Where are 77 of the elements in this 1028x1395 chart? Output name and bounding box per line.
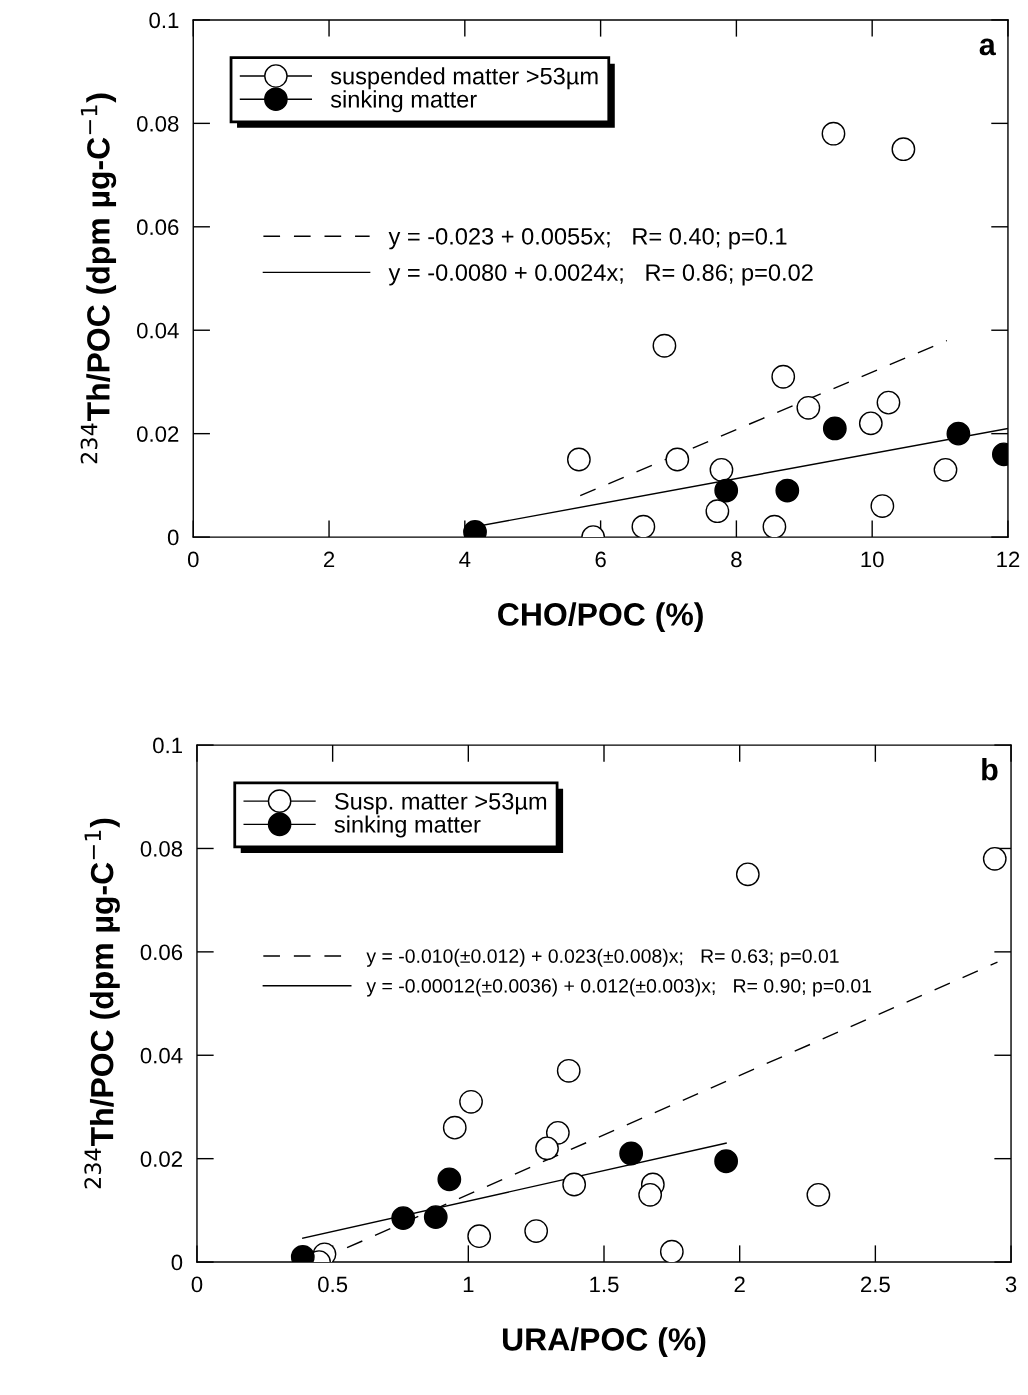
y-axis-title: $^{234}$Th/POC (dpm µg-C$^{−1}$) xyxy=(80,93,117,464)
point xyxy=(442,1115,467,1140)
y-tick-label: 0 xyxy=(167,529,179,546)
point xyxy=(619,1141,644,1166)
x-tick-label: 0.5 xyxy=(318,1276,348,1293)
point xyxy=(876,390,901,415)
x-tick-label: 1 xyxy=(463,1276,474,1293)
legend-label: y = -0.023 + 0.0055x; R= 0.40; p=0.1 xyxy=(388,227,787,250)
point xyxy=(806,1182,831,1207)
y-tick-label: 0.02 xyxy=(140,1151,182,1167)
y-tick-label: 0.04 xyxy=(140,1047,183,1064)
point xyxy=(665,447,690,472)
point xyxy=(891,137,916,162)
point xyxy=(771,364,796,389)
y-tick-label: 0.04 xyxy=(137,322,179,339)
point xyxy=(638,1182,663,1207)
x-tick-label: 10 xyxy=(861,551,884,568)
annotation: b xyxy=(982,757,998,781)
point xyxy=(982,846,1007,871)
point xyxy=(796,395,821,420)
point xyxy=(933,457,958,482)
point xyxy=(545,1120,570,1145)
y-tick-label: 0.1 xyxy=(153,737,182,754)
legend-label: sinking matter xyxy=(330,90,477,113)
point xyxy=(870,494,895,518)
y-tick-label: 0 xyxy=(171,1254,183,1271)
x-tick-label: 8 xyxy=(731,551,742,568)
y-tick-label: 0.08 xyxy=(137,115,179,132)
x-tick-label: 6 xyxy=(595,551,606,568)
x-tick-label: 2.5 xyxy=(861,1276,890,1293)
point xyxy=(467,1224,492,1249)
legend-label: y = -0.00012(±0.0036) + 0.012(±0.003)x; R= 0.90; p=0.01 xyxy=(366,978,872,997)
x-tick-label: 0 xyxy=(191,1276,203,1293)
point xyxy=(535,1136,559,1161)
legend-label: suspended matter >53µm xyxy=(330,67,598,90)
point xyxy=(821,121,846,146)
point xyxy=(556,1058,581,1083)
point xyxy=(423,1205,448,1229)
point xyxy=(659,1239,684,1263)
point xyxy=(524,1219,549,1243)
point xyxy=(391,1206,416,1231)
annotation: a xyxy=(979,38,996,56)
x-tick-label: 2 xyxy=(323,551,335,568)
x-tick-label: 1.5 xyxy=(590,1276,619,1293)
x-tick-label: 12 xyxy=(997,551,1020,568)
point xyxy=(822,416,847,441)
point xyxy=(946,421,971,446)
y-axis-title: $^{234}$Th/POC (dpm µg-C$^{−1}$) xyxy=(84,818,120,1189)
point xyxy=(631,514,656,538)
y-tick-label: 0.06 xyxy=(140,944,183,961)
point xyxy=(775,478,800,503)
point xyxy=(709,457,734,482)
point xyxy=(714,1149,739,1174)
point xyxy=(437,1167,462,1192)
point xyxy=(562,1172,587,1197)
point xyxy=(762,514,787,538)
point xyxy=(566,447,591,472)
point xyxy=(705,499,730,524)
legend-label: y = -0.010(±0.012) + 0.023(±0.008)x; R= 0.63; p=0.01 xyxy=(366,948,839,967)
x-tick-label: 2 xyxy=(734,1276,745,1293)
legend-label: y = -0.0080 + 0.0024x; R= 0.86; p=0.02 xyxy=(388,264,813,286)
x-axis-title: CHO/POC (%) xyxy=(498,602,703,633)
point xyxy=(858,411,883,436)
y-tick-label: 0.08 xyxy=(140,841,183,857)
point xyxy=(735,862,760,887)
x-axis-title: URA/POC (%) xyxy=(502,1327,706,1357)
y-tick-label: 0.02 xyxy=(137,426,179,442)
legend-label: sinking matter xyxy=(334,815,481,838)
point xyxy=(459,1089,483,1114)
y-tick-label: 0.1 xyxy=(149,12,179,29)
x-tick-label: 0 xyxy=(187,551,199,568)
point xyxy=(714,478,739,503)
y-tick-label: 0.06 xyxy=(137,219,179,236)
x-tick-label: 3 xyxy=(1005,1276,1017,1293)
point xyxy=(652,333,677,358)
x-tick-label: 4 xyxy=(459,551,471,568)
legend-label: Susp. matter >53µm xyxy=(334,792,547,815)
